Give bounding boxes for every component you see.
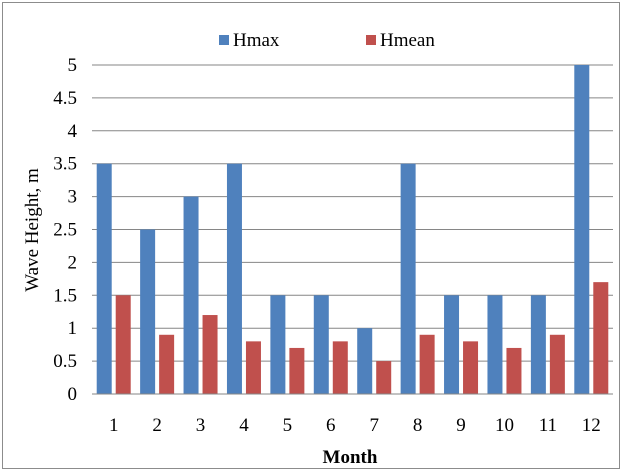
x-tick-label: 10 (495, 415, 514, 436)
bar-hmax-month-8 (400, 163, 416, 394)
y-axis-title: Wave Height, m (22, 168, 43, 292)
bar-hmax-month-2 (140, 229, 156, 394)
x-tick-label: 7 (369, 415, 379, 436)
x-tick-label: 4 (239, 415, 249, 436)
y-tick-label: 5 (68, 55, 78, 76)
bar-hmean-month-1 (115, 295, 131, 394)
bar-hmax-month-5 (270, 295, 286, 394)
y-tick-label: 2 (68, 252, 78, 273)
y-tick-labels: 0 0.5 1 1.5 2 2.5 3 3.5 4 4.5 5 (53, 55, 77, 405)
bar-hmax-month-1 (96, 163, 112, 394)
y-tick-label: 3.5 (53, 154, 77, 175)
bar-hmean-month-8 (419, 334, 435, 394)
bar-hmax-month-3 (183, 196, 199, 394)
y-tick-label: 1.5 (53, 285, 77, 306)
bar-hmax-month-7 (357, 328, 373, 394)
y-tick-label: 0 (68, 384, 78, 405)
x-tick-label: 5 (283, 415, 293, 436)
legend-label-hmean: Hmean (380, 30, 435, 51)
bar-hmean-month-11 (549, 334, 565, 394)
y-tick-label: 3 (68, 187, 78, 208)
legend: Hmax Hmean (219, 30, 435, 51)
x-tick-label: 11 (539, 415, 557, 436)
x-axis-title: Month (323, 447, 378, 468)
bar-hmax-month-6 (313, 295, 329, 394)
y-tick-label: 1 (68, 318, 78, 339)
bar-hmean-month-5 (289, 347, 305, 394)
x-tick-label: 1 (109, 415, 119, 436)
legend-swatch-hmax (219, 35, 229, 45)
y-tick-label: 0.5 (53, 351, 77, 372)
bar-hmax-month-11 (530, 295, 546, 394)
bar-hmean-month-10 (506, 347, 522, 394)
gridlines (92, 64, 613, 362)
bars (96, 65, 609, 394)
bar-hmax-month-9 (444, 295, 460, 394)
x-tick-label: 6 (326, 415, 336, 436)
y-tick-label: 2.5 (53, 220, 77, 241)
bar-hmean-month-3 (202, 315, 218, 394)
bar-hmean-month-2 (159, 334, 175, 394)
x-tick-label: 12 (582, 415, 601, 436)
legend-swatch-hmean (366, 35, 376, 45)
bar-hmean-month-9 (463, 341, 479, 394)
bar-hmean-month-12 (593, 282, 609, 394)
bar-hmax-month-12 (574, 65, 590, 394)
legend-label-hmax: Hmax (233, 30, 280, 51)
y-tick-label: 4 (68, 121, 78, 142)
y-tick-label: 4.5 (53, 88, 77, 109)
x-tick-label: 3 (196, 415, 206, 436)
bar-hmax-month-4 (226, 163, 242, 394)
x-tick-label: 2 (152, 415, 162, 436)
bar-hmax-month-10 (487, 295, 503, 394)
bar-hmean-month-4 (245, 341, 261, 394)
bar-hmean-month-7 (376, 361, 392, 394)
x-tick-labels: 1 2 3 4 5 6 7 8 9 10 11 12 (109, 415, 601, 436)
bar-hmean-month-6 (332, 341, 348, 394)
x-tick-label: 8 (413, 415, 423, 436)
x-tick-label: 9 (456, 415, 466, 436)
